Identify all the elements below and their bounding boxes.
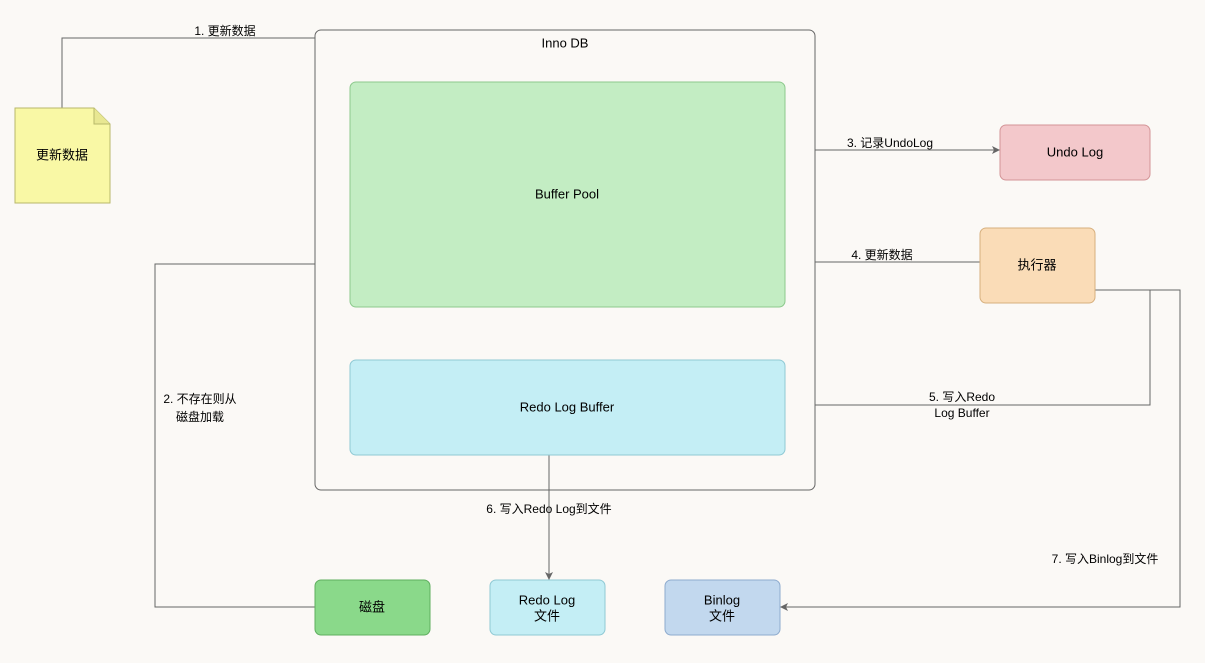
disk-node: 磁盘 xyxy=(315,580,430,635)
svg-text:3. 记录UndoLog: 3. 记录UndoLog xyxy=(847,136,933,150)
svg-text:文件: 文件 xyxy=(709,608,735,623)
svg-text:更新数据: 更新数据 xyxy=(36,147,88,162)
svg-text:Log Buffer: Log Buffer xyxy=(934,406,989,420)
buffer-pool-node: Buffer Pool xyxy=(350,82,785,307)
svg-text:6. 写入Redo Log到文件: 6. 写入Redo Log到文件 xyxy=(486,501,611,516)
svg-text:Binlog: Binlog xyxy=(704,592,740,607)
svg-text:磁盘: 磁盘 xyxy=(359,599,385,614)
undo-log-node: Undo Log xyxy=(1000,125,1150,180)
svg-text:Buffer Pool: Buffer Pool xyxy=(535,186,599,201)
executor-node: 执行器 xyxy=(980,228,1095,303)
svg-text:2. 不存在则从: 2. 不存在则从 xyxy=(163,392,236,406)
edge-7-write-binlog-file: 7. 写入Binlog到文件 xyxy=(780,290,1180,607)
svg-text:执行器: 执行器 xyxy=(1017,257,1056,272)
edge-5-write-redo-buffer: 5. 写入Redo Log Buffer xyxy=(785,290,1150,420)
redo-log-file-node: Redo Log 文件 xyxy=(490,580,605,635)
update-note-node: 更新数据 xyxy=(15,108,110,203)
svg-text:磁盘加载: 磁盘加载 xyxy=(176,409,224,424)
svg-text:1. 更新数据: 1. 更新数据 xyxy=(194,23,255,38)
edge-1-update-data: 1. 更新数据 xyxy=(62,23,350,108)
svg-text:Redo Log: Redo Log xyxy=(519,592,575,607)
svg-text:Inno DB: Inno DB xyxy=(542,35,589,50)
edge-3-record-undolog: 3. 记录UndoLog xyxy=(785,136,1000,150)
svg-text:Redo Log Buffer: Redo Log Buffer xyxy=(520,399,615,414)
svg-text:7. 写入Binlog到文件: 7. 写入Binlog到文件 xyxy=(1052,551,1159,566)
binlog-file-node: Binlog 文件 xyxy=(665,580,780,635)
svg-text:文件: 文件 xyxy=(534,608,560,623)
svg-text:Undo Log: Undo Log xyxy=(1047,144,1103,159)
svg-text:4. 更新数据: 4. 更新数据 xyxy=(851,247,912,262)
redo-log-buffer-node: Redo Log Buffer xyxy=(350,360,785,455)
svg-text:5. 写入Redo: 5. 写入Redo xyxy=(929,390,995,404)
